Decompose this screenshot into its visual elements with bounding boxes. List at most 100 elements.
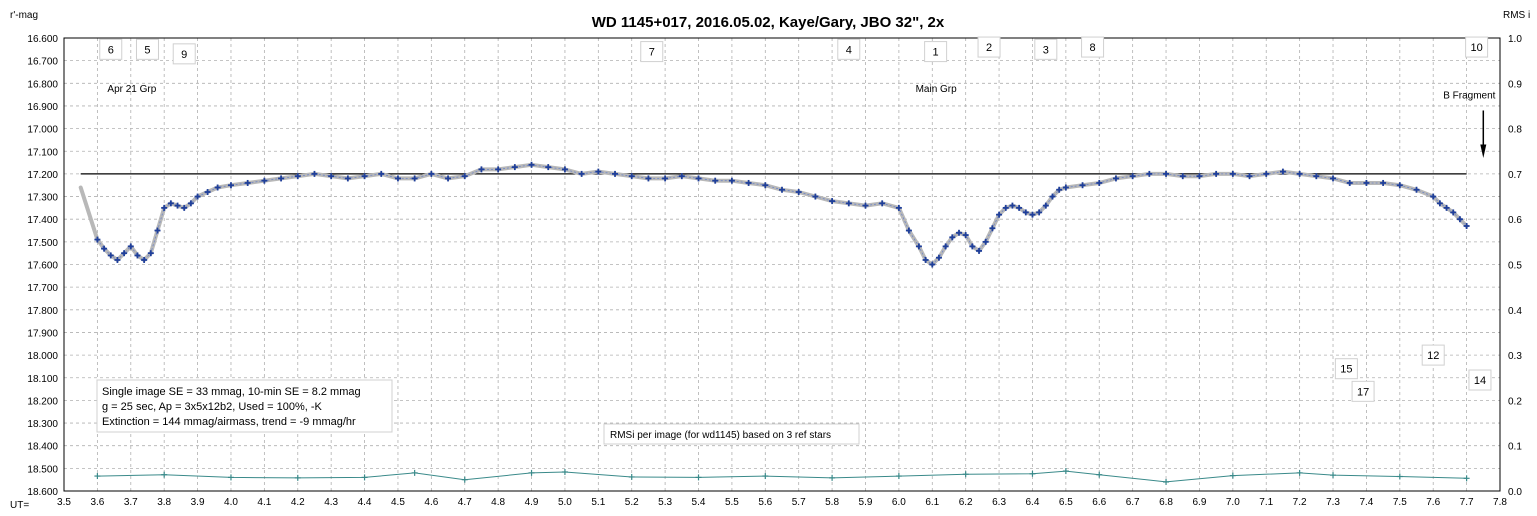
x-tick-label: 6.2	[959, 497, 973, 508]
rms-point	[1296, 469, 1303, 476]
magnitude-point	[795, 189, 802, 196]
y-tick-label: 17.300	[27, 193, 58, 204]
svg-text:3: 3	[1043, 44, 1049, 56]
y-tick-label: 18.100	[27, 374, 58, 385]
x-tick-label: 3.9	[191, 497, 205, 508]
y-tick-label: 17.500	[27, 238, 58, 249]
magnitude-point	[411, 175, 418, 182]
y-tick-label: 17.000	[27, 125, 58, 136]
x-tick-label: 7.0	[1226, 497, 1240, 508]
magnitude-point	[922, 256, 929, 263]
rms-point	[1029, 470, 1036, 477]
y-tick-label: 18.300	[27, 419, 58, 430]
magnitude-point	[94, 236, 101, 243]
svg-text:2: 2	[986, 42, 992, 54]
y-tick-label: 17.700	[27, 283, 58, 294]
svg-text:5: 5	[144, 44, 150, 56]
y-tick-label: 17.400	[27, 215, 58, 226]
magnitude-point	[134, 252, 141, 259]
x-tick-label: 4.7	[458, 497, 472, 508]
info-line: Single image SE = 33 mmag, 10-min SE = 8…	[102, 386, 361, 398]
magnitude-point	[1042, 202, 1049, 209]
magnitude-point	[1029, 211, 1036, 218]
fragment-label: 2	[977, 36, 1001, 58]
magnitude-point	[915, 243, 922, 250]
rms-point	[411, 469, 418, 476]
magnitude-point	[1380, 179, 1387, 186]
magnitude-point	[1413, 186, 1420, 193]
magnitude-point	[1296, 170, 1303, 177]
data-series	[78, 161, 1470, 485]
magnitude-point	[645, 175, 652, 182]
svg-text:12: 12	[1427, 350, 1439, 362]
axes: 3.5 3.6 3.7 3.8 3.9 4.0 4.1 4.2 4.3 4.4 4.5 4.6 4.7 4…	[27, 34, 1522, 508]
x-tick-label: 5.0	[558, 497, 572, 508]
annotation-label: Apr 21 Grp	[107, 84, 156, 95]
x-tick-label: 4.9	[525, 497, 539, 508]
x-tick-label: 4.1	[257, 497, 271, 508]
magnitude-point	[545, 164, 552, 171]
magnitude-point	[976, 247, 983, 254]
info-box: Single image SE = 33 mmag, 10-min SE = 8…	[96, 379, 393, 433]
x-tick-label: 5.3	[658, 497, 672, 508]
y2-tick-label: 0.4	[1508, 306, 1522, 317]
magnitude-point	[361, 173, 368, 180]
magnitude-point	[1146, 170, 1153, 177]
annotation-label: B Fragment	[1443, 91, 1495, 102]
x-tick-label: 7.1	[1259, 497, 1273, 508]
fragment-label: 15	[1334, 358, 1358, 380]
magnitude-point	[662, 175, 669, 182]
magnitude-point	[1112, 175, 1119, 182]
y-tick-label: 17.200	[27, 170, 58, 181]
magnitude-point	[762, 182, 769, 189]
y-tick-label: 18.200	[27, 396, 58, 407]
y-tick-label: 18.000	[27, 351, 58, 362]
svg-text:7: 7	[649, 47, 655, 59]
x-tick-label: 6.9	[1192, 497, 1206, 508]
magnitude-point	[942, 243, 949, 250]
y2-tick-label: 0.1	[1508, 442, 1522, 453]
magnitude-point	[879, 200, 886, 207]
magnitude-point	[1313, 173, 1320, 180]
magnitude-point	[862, 202, 869, 209]
svg-text:17: 17	[1357, 386, 1369, 398]
x-tick-label: 6.6	[1092, 497, 1106, 508]
x-tick-label: 4.2	[291, 497, 305, 508]
magnitude-point	[578, 170, 585, 177]
x-tick-label: 3.8	[157, 497, 171, 508]
fragment-label: 9	[172, 43, 196, 65]
plot-frame	[63, 37, 1501, 492]
magnitude-point	[511, 164, 518, 171]
magnitude-point	[1436, 200, 1443, 207]
x-tick-label: 6.8	[1159, 497, 1173, 508]
y2-tick-label: 0.6	[1508, 215, 1522, 226]
magnitude-point	[161, 204, 168, 211]
magnitude-point	[1463, 222, 1470, 229]
magnitude-point	[678, 173, 685, 180]
rms-point	[94, 473, 101, 480]
rms-point	[161, 471, 168, 478]
magnitude-point	[982, 238, 989, 245]
x-tick-label: 6.3	[992, 497, 1006, 508]
info-line: g = 25 sec, Ap = 3x5x12b2, Used = 100%, …	[102, 401, 323, 413]
y-tick-label: 18.600	[27, 487, 58, 498]
magnitude-point	[1002, 204, 1009, 211]
rms-point	[1096, 471, 1103, 478]
rms-point	[1330, 472, 1337, 479]
magnitude-point	[227, 182, 234, 189]
rms-line	[97, 470, 1467, 483]
magnitude-point	[311, 170, 318, 177]
y2-tick-label: 0.7	[1508, 170, 1522, 181]
magnitude-point	[561, 166, 568, 173]
svg-text:1: 1	[933, 47, 939, 59]
rms-point	[461, 476, 468, 483]
magnitude-point	[1279, 168, 1286, 175]
rms-point	[528, 469, 535, 476]
magnitude-point	[989, 225, 996, 232]
fragment-label: 4	[837, 38, 861, 60]
x-tick-label: 7.7	[1460, 497, 1474, 508]
magnitude-point	[378, 170, 385, 177]
magnitude-point	[996, 211, 1003, 218]
magnitude-point	[745, 179, 752, 186]
magnitude-point	[114, 256, 121, 263]
